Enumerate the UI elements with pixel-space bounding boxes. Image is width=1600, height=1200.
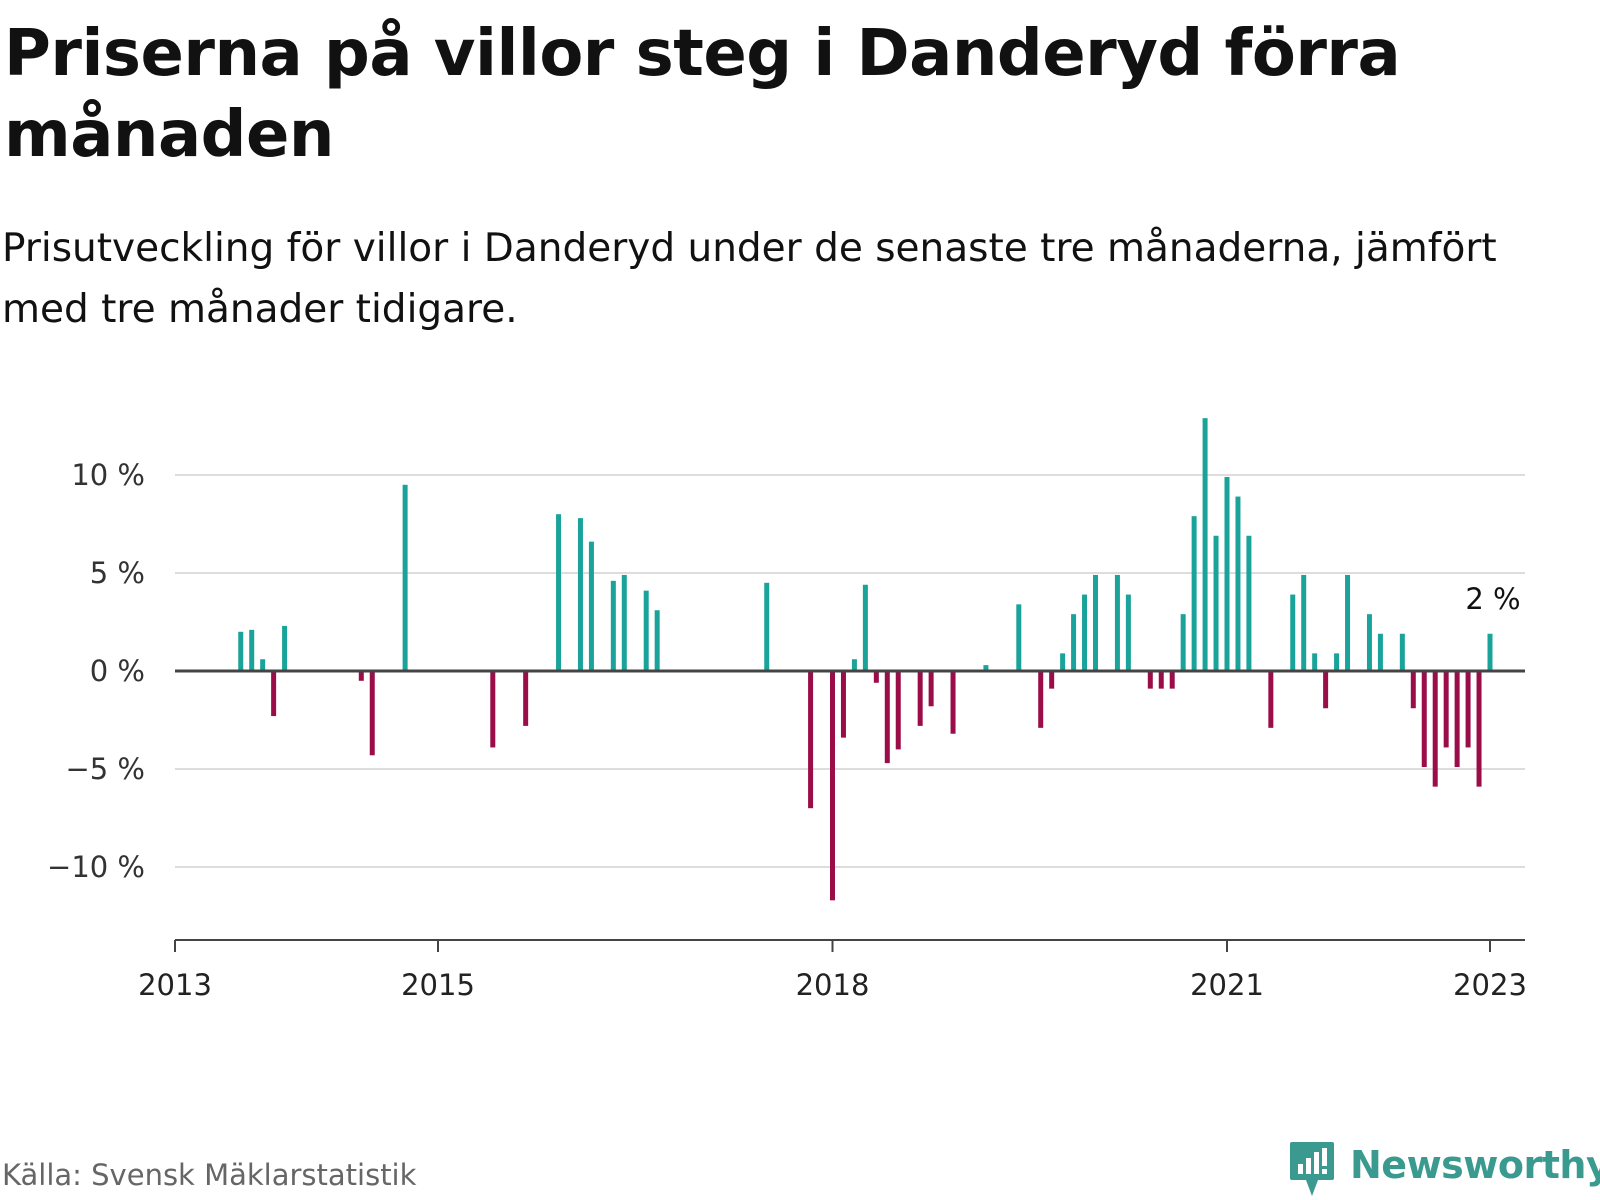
bar [1224, 476, 1230, 671]
bar [884, 671, 890, 764]
bar [556, 514, 562, 671]
bar [873, 671, 879, 683]
x-tick-label: 2023 [1453, 968, 1527, 1002]
bar [1334, 653, 1340, 671]
bars [238, 418, 1493, 901]
bar [764, 582, 770, 671]
bar [1038, 671, 1044, 728]
y-tick-label: 0 % [90, 654, 145, 688]
bar [1082, 594, 1088, 671]
brand-name: Newsworthy [1350, 1143, 1600, 1187]
annotations: 2 % [1465, 582, 1520, 616]
bar [271, 671, 277, 717]
bar [1180, 614, 1186, 671]
bar [950, 671, 956, 734]
bar [1169, 671, 1175, 689]
chart-subtitle: Prisutveckling för villor i Danderyd und… [2, 226, 1497, 332]
x-tick-label: 2015 [401, 968, 475, 1002]
bar [238, 631, 244, 671]
bar [577, 518, 583, 671]
bar [1366, 614, 1372, 671]
newsworthy-logo-icon [1290, 1142, 1334, 1196]
bar [1487, 633, 1493, 671]
y-tick-label: −5 % [65, 752, 145, 786]
bar [1125, 594, 1131, 671]
x-tick-label: 2021 [1190, 968, 1264, 1002]
bar [1158, 671, 1164, 689]
bar [1093, 574, 1098, 671]
bar [249, 629, 255, 671]
y-tick-label: 5 % [90, 556, 145, 590]
y-tick-label: −10 % [47, 850, 145, 884]
bar [588, 541, 594, 671]
bar [490, 671, 496, 748]
bar [1476, 671, 1482, 787]
bar [1191, 516, 1197, 671]
bar [862, 584, 868, 671]
bar [1060, 653, 1066, 671]
bar [1202, 418, 1208, 671]
bar [282, 625, 288, 671]
bar [808, 671, 814, 809]
chart-title: Priserna på villor steg i Danderyd förra… [4, 17, 1401, 172]
bar [523, 671, 529, 726]
bar [1268, 671, 1274, 728]
bar [1345, 574, 1351, 671]
x-tick-label: 2018 [796, 968, 870, 1002]
bar [1432, 671, 1438, 787]
value-annotation: 2 % [1465, 582, 1520, 616]
source-note: Källa: Svensk Mäklarstatistik [2, 1158, 417, 1192]
bar [1213, 535, 1219, 671]
bar [610, 580, 616, 671]
bar [402, 484, 408, 671]
bar [1071, 614, 1077, 671]
bar [621, 574, 627, 671]
bar [917, 671, 923, 726]
bar [260, 659, 266, 671]
bar [1312, 653, 1318, 671]
bar [1377, 633, 1383, 671]
bar [1290, 594, 1296, 671]
bar [1246, 535, 1252, 671]
bar [369, 671, 375, 756]
gridlines [175, 474, 1525, 868]
x-axis: 2013 2015 2018 2021 2023 [138, 939, 1527, 1002]
bar [895, 671, 901, 750]
bar [928, 671, 934, 707]
bar [1016, 604, 1022, 671]
bar [1421, 671, 1427, 768]
bar [358, 671, 364, 681]
bar [1147, 671, 1153, 689]
y-axis-ticks: 10 % 5 % 0 % −5 % −10 % [47, 458, 145, 884]
bar [1443, 671, 1449, 748]
y-tick-label: 10 % [71, 458, 145, 492]
bar [1410, 671, 1416, 709]
bar [1465, 671, 1471, 748]
bar [1235, 496, 1241, 671]
x-tick-label: 2013 [138, 968, 212, 1002]
brand-logo-block[interactable]: Newsworthy [1288, 1140, 1600, 1200]
bar [1454, 671, 1460, 768]
bar [1399, 633, 1405, 671]
bar [1301, 574, 1307, 671]
bar [643, 590, 649, 671]
bar-chart: 10 % 5 % 0 % −5 % −10 % 2013 2015 2018 2021 2023… [47, 418, 1527, 1002]
bar [983, 665, 989, 671]
bar [1323, 671, 1329, 709]
bar [840, 671, 846, 738]
bar [851, 659, 857, 671]
bar [1114, 574, 1120, 671]
bar [1049, 671, 1055, 689]
bar [654, 610, 660, 671]
bar [830, 671, 835, 901]
